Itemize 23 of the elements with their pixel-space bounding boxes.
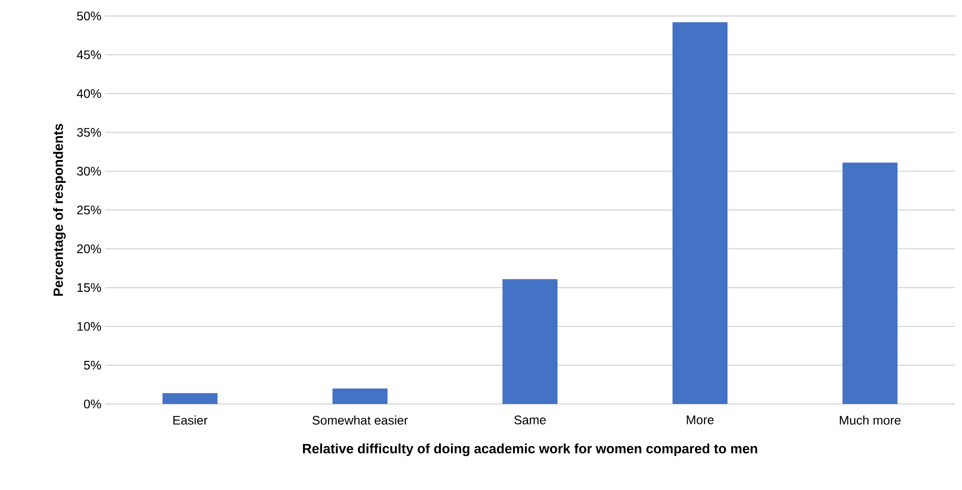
y-tick-label: 50% — [77, 12, 102, 20]
x-axis-title: Relative difficulty of doing academic work for women compared to men — [302, 444, 758, 456]
y-tick-label: 15% — [78, 283, 102, 292]
x-tick-label: Same — [514, 416, 546, 424]
y-axis-title: Percentage of respondents — [53, 124, 66, 296]
bar — [502, 279, 558, 404]
bar — [842, 162, 898, 404]
y-tick-label: 45% — [76, 50, 102, 60]
bar — [672, 22, 728, 404]
y-tick-label: 0% — [84, 400, 102, 408]
y-tick-label: 40% — [76, 89, 102, 98]
x-tick-label: Easier — [173, 416, 208, 425]
y-tick-label: 10% — [78, 322, 102, 331]
y-tick-label: 30% — [77, 166, 102, 176]
x-tick-label: More — [686, 416, 714, 424]
y-tick-label: 35% — [77, 128, 102, 137]
y-tick-label: 20% — [77, 244, 102, 254]
bar — [162, 393, 218, 404]
y-tick-label: 5% — [84, 360, 102, 370]
bar — [332, 388, 388, 404]
x-tick-label: Somewhat easier — [312, 416, 408, 425]
x-tick-label: Much more — [840, 416, 901, 425]
y-tick-label: 25% — [77, 206, 102, 214]
